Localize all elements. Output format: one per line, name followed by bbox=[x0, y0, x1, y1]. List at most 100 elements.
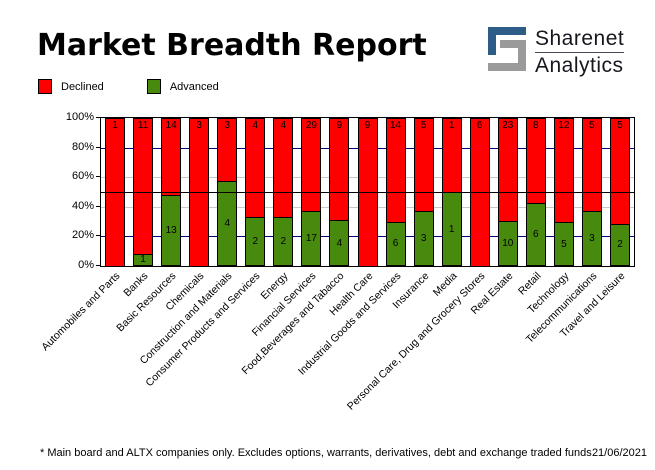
y-tick-mark bbox=[96, 235, 100, 237]
sharenet-logo: Sharenet Analytics bbox=[486, 27, 625, 78]
sharenet-logo-icon bbox=[488, 27, 526, 71]
declined-segment: 23 bbox=[497, 118, 518, 223]
declined-value-label: 5 bbox=[617, 120, 623, 131]
declined-value-label: 6 bbox=[476, 120, 483, 131]
fifty-percent-reference-line bbox=[101, 192, 634, 193]
y-tick-label-40: 40% bbox=[71, 199, 94, 212]
declined-swatch-icon bbox=[38, 79, 52, 94]
declined-segment: 5 bbox=[609, 118, 630, 225]
declined-value-label: 23 bbox=[502, 120, 514, 131]
bar-technology: 12 5 bbox=[553, 118, 574, 266]
declined-value-label: 14 bbox=[165, 120, 177, 131]
advanced-segment: 4 bbox=[329, 220, 350, 266]
report-date: 21/06/2021 bbox=[591, 447, 647, 459]
advanced-segment: 3 bbox=[581, 210, 602, 266]
advanced-value-label: 3 bbox=[589, 232, 595, 244]
advanced-value-label: 17 bbox=[305, 233, 317, 245]
declined-segment: 3 bbox=[217, 118, 238, 183]
advanced-segment: 2 bbox=[245, 216, 266, 266]
y-tick-label-60: 60% bbox=[71, 170, 94, 183]
chart-legend: Declined Advanced bbox=[38, 79, 262, 94]
declined-value-label: 14 bbox=[389, 120, 402, 131]
advanced-value-label: 6 bbox=[392, 238, 399, 250]
bar-real-estate: 23 10 bbox=[497, 118, 518, 266]
y-tick-label-100: 100% bbox=[65, 111, 94, 123]
advanced-segment: 5 bbox=[553, 222, 574, 266]
advanced-value-label: 2 bbox=[617, 239, 623, 251]
declined-value-label: 8 bbox=[533, 120, 539, 131]
declined-segment: 1 bbox=[441, 118, 462, 193]
logo-text: Sharenet Analytics bbox=[535, 27, 625, 78]
advanced-segment: 1 bbox=[133, 253, 154, 266]
advanced-value-label: 4 bbox=[336, 237, 343, 249]
advanced-segment: 1 bbox=[441, 192, 462, 266]
bar-industrial-goods-and-services: 14 6 bbox=[385, 118, 406, 266]
declined-segment: 9 bbox=[329, 118, 350, 222]
advanced-segment: 3 bbox=[413, 210, 434, 266]
advanced-segment: 17 bbox=[301, 211, 322, 266]
declined-value-label: 4 bbox=[252, 120, 259, 131]
declined-segment: 4 bbox=[273, 118, 294, 218]
declined-segment: 5 bbox=[413, 118, 434, 212]
footnote: * Main board and ALTX companies only. Ex… bbox=[40, 447, 592, 459]
declined-value-label: 1 bbox=[448, 120, 455, 131]
declined-value-label: 5 bbox=[420, 120, 427, 131]
advanced-segment: 13 bbox=[161, 194, 182, 266]
advanced-segment: 2 bbox=[273, 216, 294, 266]
declined-value-label: 4 bbox=[280, 120, 287, 131]
declined-value-label: 9 bbox=[364, 120, 371, 131]
declined-value-label: 29 bbox=[305, 120, 317, 131]
y-tick-label-20: 20% bbox=[71, 229, 94, 242]
declined-value-label: 5 bbox=[589, 120, 595, 131]
declined-segment: 29 bbox=[301, 118, 322, 213]
declined-segment: 5 bbox=[581, 118, 602, 212]
y-tick-mark bbox=[96, 176, 100, 178]
y-tick-mark bbox=[96, 117, 100, 118]
y-tick-mark bbox=[96, 205, 100, 207]
declined-segment: 11 bbox=[133, 118, 154, 255]
logo-name: Sharenet bbox=[535, 27, 625, 53]
legend-advanced-label: Advanced bbox=[169, 80, 219, 93]
advanced-value-label: 4 bbox=[224, 218, 231, 230]
advanced-segment: 6 bbox=[385, 221, 406, 266]
advanced-value-label: 13 bbox=[165, 224, 177, 236]
declined-value-label: 9 bbox=[336, 120, 343, 131]
advanced-value-label: 10 bbox=[502, 238, 514, 250]
y-tick-label-80: 80% bbox=[71, 140, 94, 153]
declined-value-label: 11 bbox=[137, 120, 149, 131]
declined-value-label: 1 bbox=[112, 120, 118, 131]
declined-segment: 8 bbox=[525, 118, 546, 204]
advanced-value-label: 2 bbox=[280, 235, 287, 247]
advanced-segment: 10 bbox=[497, 221, 518, 266]
advanced-value-label: 5 bbox=[561, 238, 567, 250]
advanced-value-label: 1 bbox=[140, 254, 146, 266]
declined-value-label: 3 bbox=[196, 120, 202, 131]
declined-segment: 14 bbox=[385, 118, 406, 223]
declined-segment: 14 bbox=[161, 118, 182, 196]
advanced-swatch-icon bbox=[146, 79, 161, 94]
advanced-segment: 6 bbox=[525, 202, 546, 266]
bar-financial-services: 29 17 bbox=[301, 118, 322, 266]
legend-declined-label: Declined bbox=[61, 80, 104, 93]
advanced-value-label: 3 bbox=[420, 232, 427, 244]
page-title: Market Breadth Report bbox=[37, 28, 427, 63]
y-tick-label-0: 0% bbox=[78, 259, 94, 271]
declined-segment: 4 bbox=[245, 118, 266, 218]
declined-segment: 12 bbox=[553, 118, 574, 224]
declined-value-label: 12 bbox=[558, 120, 570, 131]
advanced-value-label: 2 bbox=[252, 235, 259, 247]
bar-basic-resources: 14 13 bbox=[161, 118, 182, 266]
advanced-segment: 4 bbox=[217, 181, 238, 266]
bar-banks: 11 1 bbox=[133, 118, 154, 266]
plot-area: 1 11 1 14 13 3 3 4 4 2 4 2 29 17 9 4 9 14 6 5 3 1 1 6 23 10 8 6 12 5 5… bbox=[100, 117, 635, 267]
advanced-segment: 2 bbox=[609, 223, 630, 266]
advanced-value-label: 6 bbox=[533, 228, 539, 240]
declined-value-label: 3 bbox=[224, 120, 231, 131]
